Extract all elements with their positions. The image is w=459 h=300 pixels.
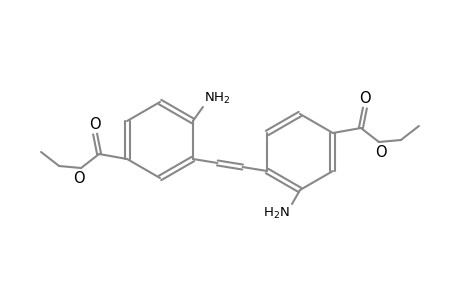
Text: NH$_2$: NH$_2$ [203,91,230,106]
Text: O: O [358,91,370,106]
Text: O: O [73,171,85,186]
Text: H$_2$N: H$_2$N [263,206,289,221]
Text: O: O [89,117,101,132]
Text: O: O [374,145,386,160]
